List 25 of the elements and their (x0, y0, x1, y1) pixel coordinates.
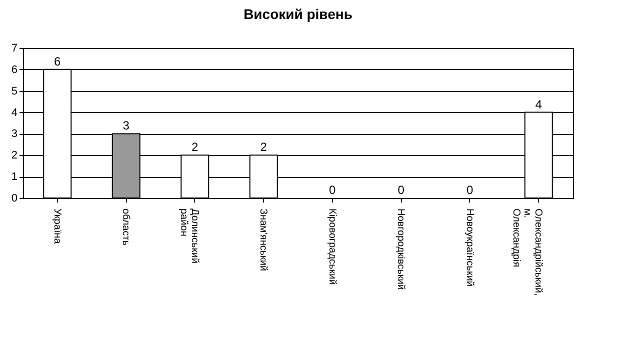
x-tick-label: Новоукраїнський (464, 208, 475, 286)
y-tick-label: 0 (11, 192, 18, 204)
y-tick-label: 5 (11, 85, 18, 98)
x-tick-label: Новгородківський (395, 208, 406, 290)
y-tick-label: 1 (11, 171, 18, 184)
data-label: 0 (466, 183, 474, 197)
data-label: 2 (260, 140, 268, 154)
y-tick-label: 6 (11, 64, 18, 76)
y-tick-label: 7 (11, 42, 18, 54)
data-label: 0 (329, 183, 336, 197)
y-tick-label: 2 (11, 150, 18, 162)
x-tick-label: Кіровоградський (326, 208, 338, 285)
x-tick-label: Долинський район (178, 208, 200, 264)
data-label: 2 (192, 140, 199, 154)
data-label: 4 (535, 97, 542, 112)
data-label: 0 (398, 183, 405, 197)
data-label: 6 (54, 54, 62, 68)
y-tick-label: 3 (11, 128, 18, 140)
x-tick-label: Україна (51, 208, 62, 244)
data-label: 3 (122, 118, 130, 133)
x-tick-label: область (120, 208, 132, 246)
x-tick-label: Олександрійський, м. Олександрія (510, 208, 544, 296)
y-tick-label: 4 (11, 106, 18, 119)
chart-title: Високий рівень (244, 6, 353, 22)
x-tick-label: Знам'янський (258, 208, 269, 272)
